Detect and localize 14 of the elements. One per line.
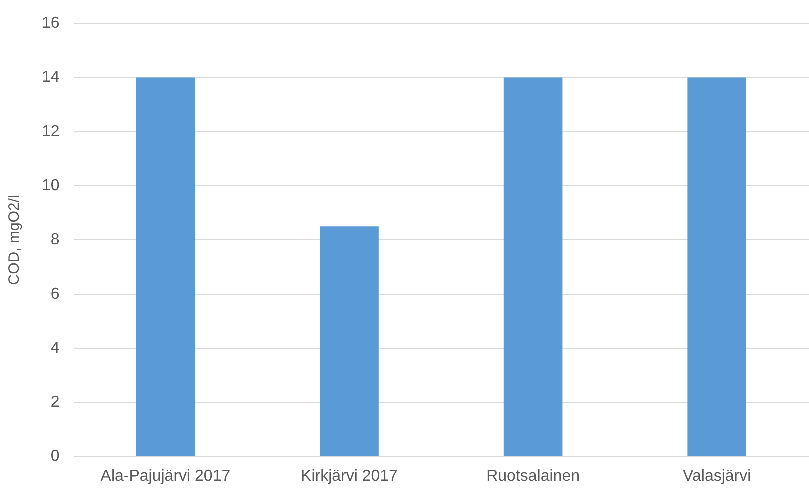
x-tick-label: Kirkjärvi 2017: [301, 468, 398, 485]
y-tick-label: 10: [42, 177, 60, 194]
y-tick-label: 14: [42, 69, 60, 86]
x-tick-label: Ruotsalainen: [486, 468, 580, 485]
y-tick-label: 12: [42, 123, 60, 140]
y-tick-label: 0: [50, 448, 60, 466]
x-tick-label: Ala-Pajujärvi 2017: [100, 468, 231, 485]
y-axis-title: COD, mgO2/l: [6, 195, 24, 286]
y-tick-label: 6: [50, 286, 60, 303]
x-tick-label: Valasjärvi: [683, 468, 752, 485]
y-tick-label: 8: [50, 232, 60, 249]
y-tick-label: 2: [50, 394, 60, 412]
y-tick-label: 4: [50, 340, 60, 357]
y-tick-label: 16: [42, 15, 60, 32]
